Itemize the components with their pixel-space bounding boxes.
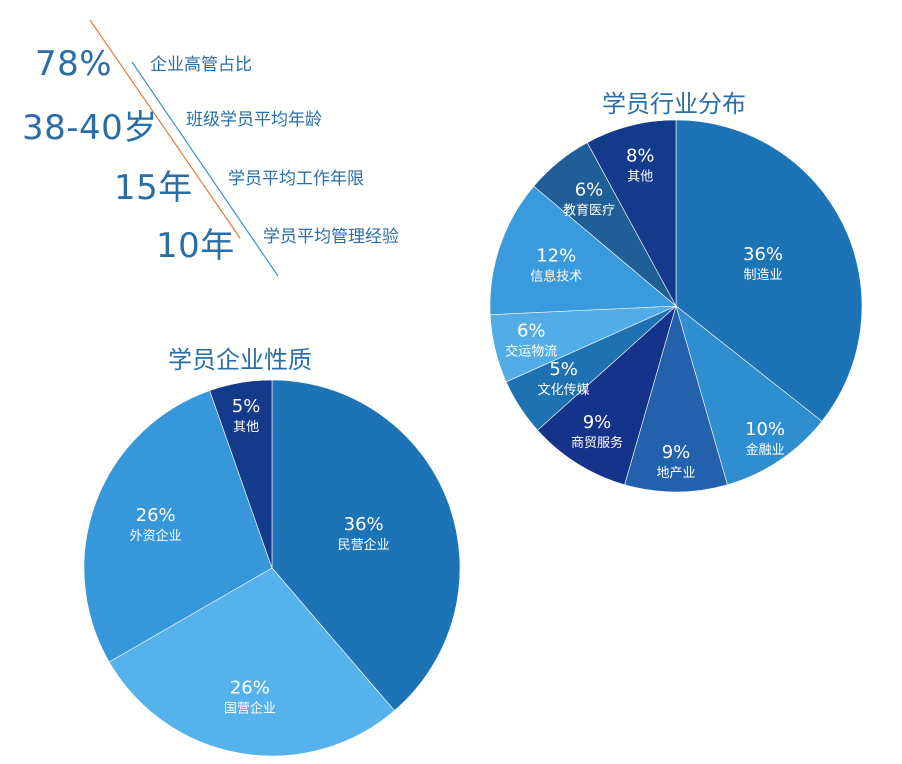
stat-value-management-years: 10年 [156,226,235,266]
industry-pie-slice-percent-3: 9% [583,412,612,433]
stat-value-executive-ratio: 78% [35,44,113,84]
enterprise-pie-slice-2 [83,390,273,663]
industry-pie-slice-label-5: 交运物流 [505,343,557,359]
divider-line-blue [131,61,279,277]
industry-pie-slice-percent-8: 8% [626,145,655,166]
industry-pie-slice-percent-7: 6% [575,179,604,200]
stat-value-work-years: 15年 [114,168,193,208]
industry-pie-slice-2 [624,304,728,493]
industry-pie-slice-label-2: 地产业 [656,466,695,481]
enterprise-pie-slice-percent-3: 5% [232,396,261,417]
industry-pie-slice-label-1: 金融业 [746,442,785,458]
industry-pie-slice-percent-5: 6% [517,320,546,341]
industry-pie-slice-percent-6: 12% [536,245,576,266]
industry-chart-title: 学员行业分布 [602,90,746,118]
industry-pie-slice-label-8: 其他 [627,169,653,184]
industry-pie-slice-percent-1: 10% [745,419,785,440]
stat-value-average-age: 38-40岁 [22,108,158,148]
industry-pie-slice-3 [537,305,677,486]
stat-label-work-years: 学员平均工作年限 [228,169,364,189]
divider-line-orange [89,19,241,239]
enterprise-type-pie-chart: 36% 民营企业 26% 国营企业 26% 外资企业 5% 其他 [83,379,461,757]
enterprise-pie-slice-percent-2: 26% [136,505,176,526]
industry-pie-slice-label-3: 商贸服务 [571,435,623,451]
industry-pie-slice-label-4: 文化传媒 [538,383,590,398]
industry-pie-slice-0 [675,119,863,422]
industry-pie-slice-6 [489,185,677,315]
enterprise-pie-slice-3 [209,379,273,569]
industry-pie-slice-label-6: 信息技术 [530,268,582,284]
industry-pie-slice-1 [675,305,823,486]
industry-pie-slice-8 [586,119,677,307]
industry-pie-slice-percent-4: 5% [549,359,578,380]
industry-pie-slice-label-0: 制造业 [744,268,783,283]
enterprise-pie-slice-label-3: 其他 [233,420,259,435]
enterprise-pie-slice-percent-0: 36% [344,514,384,535]
stat-label-management-years: 学员平均管理经验 [263,227,399,247]
enterprise-pie-slice-0 [271,379,461,712]
stat-label-average-age: 班级学员平均年龄 [186,110,322,130]
enterprise-pie-slice-label-0: 民营企业 [338,537,390,553]
industry-pie-chart: 36% 制造业 10% 金融业 9% 地产业 9% 商贸服务 5% 文化传媒 6% 交运物流 12% 信息… [489,119,863,493]
industry-pie-slice-label-7: 教育医疗 [563,202,615,218]
industry-pie-slice-percent-0: 36% [743,244,783,265]
enterprise-chart-title: 学员企业性质 [168,346,312,374]
enterprise-pie-slice-percent-1: 26% [230,678,270,699]
enterprise-pie-slice-label-1: 国营企业 [224,701,276,717]
enterprise-pie-slice-label-2: 外资企业 [130,528,182,544]
stat-label-executive-ratio: 企业高管占比 [150,55,252,75]
enterprise-pie-slice-1 [108,567,395,757]
industry-pie-slice-percent-2: 9% [662,442,691,463]
